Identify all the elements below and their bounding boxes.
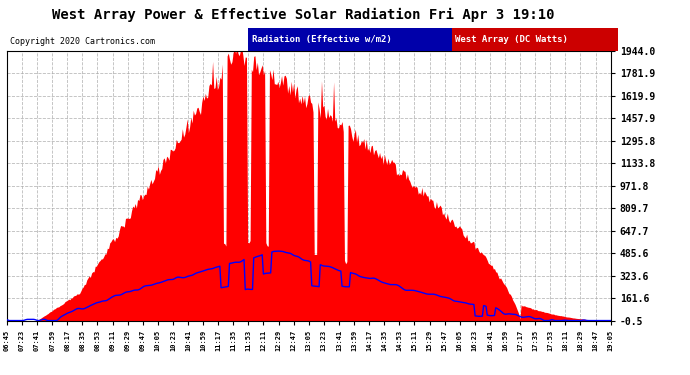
Text: Copyright 2020 Cartronics.com: Copyright 2020 Cartronics.com — [10, 38, 155, 46]
Text: West Array Power & Effective Solar Radiation Fri Apr 3 19:10: West Array Power & Effective Solar Radia… — [52, 8, 555, 22]
Text: Radiation (Effective w/m2): Radiation (Effective w/m2) — [252, 35, 392, 44]
Text: West Array (DC Watts): West Array (DC Watts) — [455, 35, 569, 44]
